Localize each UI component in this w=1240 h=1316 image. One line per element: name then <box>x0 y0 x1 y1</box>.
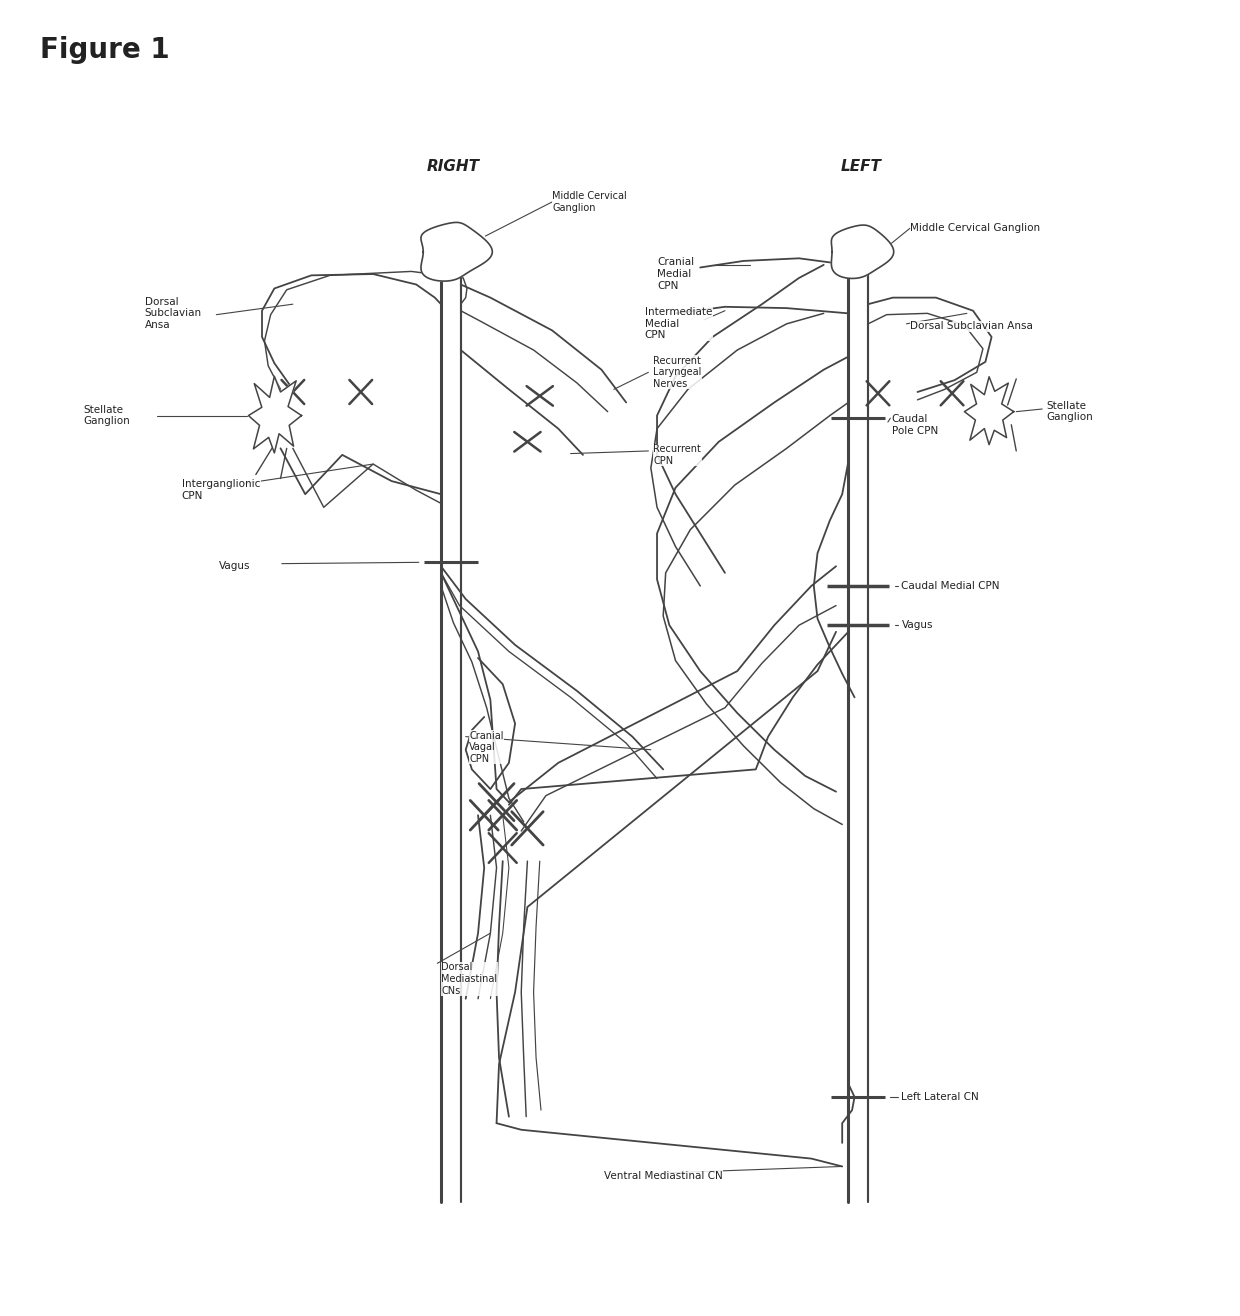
Text: Caudal Medial CPN: Caudal Medial CPN <box>901 580 999 591</box>
Text: Cranial
Medial
CPN: Cranial Medial CPN <box>657 258 694 291</box>
Text: Interganglionic
CPN: Interganglionic CPN <box>182 479 260 501</box>
Text: Cranial
Vagal
CPN: Cranial Vagal CPN <box>470 730 503 763</box>
Text: Stellate
Ganglion: Stellate Ganglion <box>1045 401 1092 422</box>
Text: Recurrent
CPN: Recurrent CPN <box>653 443 701 466</box>
Text: Caudal
Pole CPN: Caudal Pole CPN <box>892 415 937 436</box>
Text: LEFT: LEFT <box>841 159 882 174</box>
Text: Dorsal
Mediastinal
CNs: Dorsal Mediastinal CNs <box>441 962 497 996</box>
Polygon shape <box>420 222 492 282</box>
Text: Ventral Mediastinal CN: Ventral Mediastinal CN <box>604 1171 723 1180</box>
Text: Vagus: Vagus <box>901 620 932 630</box>
Text: Recurrent
Laryngeal
Nerves: Recurrent Laryngeal Nerves <box>653 355 702 390</box>
Polygon shape <box>248 376 301 453</box>
Text: Stellate
Ganglion: Stellate Ganglion <box>83 405 130 426</box>
Text: Middle Cervical Ganglion: Middle Cervical Ganglion <box>910 224 1040 233</box>
Text: Dorsal Subclavian Ansa: Dorsal Subclavian Ansa <box>910 321 1033 332</box>
Text: Middle Cervical
Ganglion: Middle Cervical Ganglion <box>552 191 627 213</box>
Polygon shape <box>965 376 1014 445</box>
Polygon shape <box>831 225 894 279</box>
Text: Vagus: Vagus <box>218 561 250 571</box>
Text: Intermediate
Medial
CPN: Intermediate Medial CPN <box>645 307 712 341</box>
Text: RIGHT: RIGHT <box>427 159 480 174</box>
Text: Figure 1: Figure 1 <box>40 36 170 63</box>
Text: Left Lateral CN: Left Lateral CN <box>901 1092 980 1101</box>
Text: Dorsal
Subclavian
Ansa: Dorsal Subclavian Ansa <box>145 296 202 330</box>
